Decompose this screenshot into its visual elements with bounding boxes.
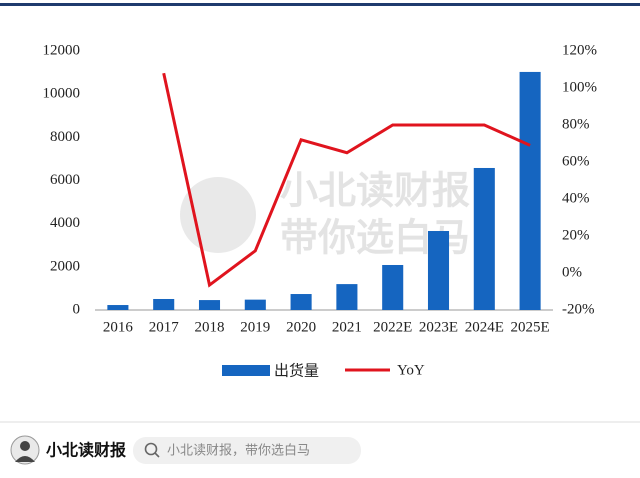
legend-swatch — [222, 365, 270, 376]
y-tick-label: 4000 — [50, 215, 80, 231]
x-tick-label: 2017 — [149, 319, 180, 335]
brand: 小北读财报 — [46, 441, 126, 460]
line — [162, 72, 531, 288]
legend-label: YoY — [397, 362, 425, 378]
bar — [290, 294, 312, 310]
x-tick-label: 2019 — [240, 319, 270, 335]
y2-tick-label: 0% — [562, 264, 582, 280]
x-tick-label: 2025E — [511, 319, 550, 335]
bar — [519, 71, 541, 310]
watermark: 小北读财报 带你选白马 — [180, 169, 470, 260]
search-icon-handle — [154, 452, 160, 458]
search-box[interactable] — [133, 437, 361, 464]
bar — [153, 298, 175, 310]
x-tick-label: 2016 — [103, 319, 134, 335]
x-tick-label: 2020 — [286, 319, 316, 335]
search-icon — [144, 442, 158, 456]
watermark-text: 小北读财报 — [280, 169, 470, 213]
bar — [382, 264, 404, 310]
bar — [336, 284, 358, 310]
y2-tick-label: 100% — [562, 79, 597, 95]
bar — [107, 305, 129, 310]
x-tick-label: 2023E — [419, 319, 458, 335]
top-rule — [0, 3, 640, 6]
legend-label: 出货量 — [274, 362, 319, 380]
y2-tick-label: -20% — [562, 301, 595, 317]
y-tick-label: 8000 — [50, 129, 80, 145]
bar — [198, 300, 221, 310]
y2-tick-label: 20% — [562, 227, 590, 243]
x-tick-label: 2022E — [373, 319, 412, 335]
y-tick-label: 6000 — [50, 172, 80, 188]
y-tick-label: 10000 — [43, 86, 81, 102]
chart: 0 2000 4000 6000 8000 10000 12000 -20% 0% 20% 40% 6… — [43, 42, 598, 379]
bar — [473, 167, 495, 310]
y2-tick-label: 120% — [562, 42, 597, 58]
y-tick-label: 0 — [73, 301, 81, 317]
y2-tick-label: 40% — [562, 190, 590, 206]
bar — [244, 299, 266, 310]
x-tick-label: 2018 — [195, 319, 225, 335]
avatar-body — [15, 456, 35, 462]
avatar-head — [20, 441, 30, 451]
bar — [427, 231, 450, 310]
y2-tick-label: 80% — [562, 116, 590, 132]
x-tick-label: 2021 — [332, 319, 362, 335]
search-placeholder[interactable]: 小北读财报，带你选白马 — [167, 443, 310, 459]
y-tick-label: 2000 — [50, 258, 80, 274]
watermark-avatar — [180, 177, 256, 253]
y2-tick-label: 60% — [562, 153, 590, 169]
y-tick-label: 12000 — [43, 42, 81, 58]
x-tick-label: 2024E — [465, 319, 504, 335]
